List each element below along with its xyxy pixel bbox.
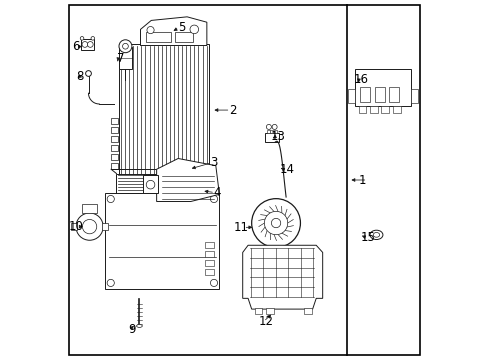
Bar <box>358 106 366 113</box>
Ellipse shape <box>372 233 379 237</box>
Text: 10: 10 <box>68 220 83 233</box>
Text: 1: 1 <box>358 174 366 186</box>
Text: 4: 4 <box>213 186 221 199</box>
Circle shape <box>251 199 300 247</box>
Text: 5: 5 <box>178 21 185 34</box>
Bar <box>111 118 118 125</box>
Text: 2: 2 <box>229 104 236 117</box>
Bar <box>119 44 208 176</box>
Polygon shape <box>156 158 219 202</box>
Circle shape <box>82 41 88 47</box>
Bar <box>264 134 278 142</box>
Circle shape <box>87 41 93 47</box>
Bar <box>119 47 132 69</box>
Text: 6: 6 <box>72 40 80 53</box>
Bar <box>111 154 118 160</box>
Circle shape <box>85 71 91 76</box>
Bar <box>116 174 204 197</box>
Bar <box>71 223 77 230</box>
Bar <box>111 127 118 134</box>
Circle shape <box>122 43 128 49</box>
Bar <box>143 175 158 193</box>
Circle shape <box>190 25 198 34</box>
Bar <box>204 251 214 257</box>
Bar <box>348 89 354 103</box>
Bar <box>270 130 273 134</box>
Polygon shape <box>242 245 322 309</box>
Ellipse shape <box>369 230 382 239</box>
Bar <box>273 130 276 134</box>
Bar <box>374 87 384 102</box>
Text: 14: 14 <box>279 163 294 176</box>
Bar <box>392 106 400 113</box>
Circle shape <box>271 219 280 228</box>
Circle shape <box>91 37 94 40</box>
Text: 8: 8 <box>76 69 83 82</box>
Bar <box>174 32 192 42</box>
Text: 11: 11 <box>233 221 248 234</box>
Bar <box>254 309 262 314</box>
Circle shape <box>210 279 217 287</box>
Bar <box>265 309 273 314</box>
Bar <box>204 260 214 266</box>
Circle shape <box>82 220 97 234</box>
Bar <box>204 242 214 248</box>
Bar <box>410 89 417 103</box>
Circle shape <box>107 279 114 287</box>
Bar <box>145 32 171 42</box>
Text: 7: 7 <box>117 51 124 64</box>
Polygon shape <box>140 17 206 45</box>
Circle shape <box>80 37 83 40</box>
Bar <box>81 39 94 50</box>
Bar <box>81 204 97 213</box>
Bar <box>266 130 269 134</box>
Bar <box>360 87 369 102</box>
Bar <box>303 309 311 314</box>
Text: 15: 15 <box>360 231 375 244</box>
Bar <box>111 145 118 151</box>
Circle shape <box>107 195 114 203</box>
Circle shape <box>146 180 155 189</box>
Bar <box>111 136 118 142</box>
Ellipse shape <box>136 324 142 327</box>
Bar <box>388 87 398 102</box>
Circle shape <box>119 40 132 53</box>
Circle shape <box>266 125 271 130</box>
Bar <box>111 163 118 169</box>
Bar <box>204 269 214 275</box>
Bar <box>102 223 108 230</box>
Bar <box>369 106 377 113</box>
Text: 9: 9 <box>127 323 135 336</box>
Text: 3: 3 <box>210 156 217 169</box>
Circle shape <box>210 195 217 203</box>
Circle shape <box>271 125 277 130</box>
Text: 13: 13 <box>270 130 285 143</box>
Text: 12: 12 <box>258 315 273 328</box>
Circle shape <box>76 213 103 240</box>
Bar <box>251 247 300 252</box>
Bar <box>354 69 410 107</box>
Circle shape <box>147 27 154 34</box>
Bar <box>105 193 219 289</box>
Bar <box>381 106 388 113</box>
Text: 16: 16 <box>353 73 368 86</box>
Circle shape <box>264 211 287 235</box>
